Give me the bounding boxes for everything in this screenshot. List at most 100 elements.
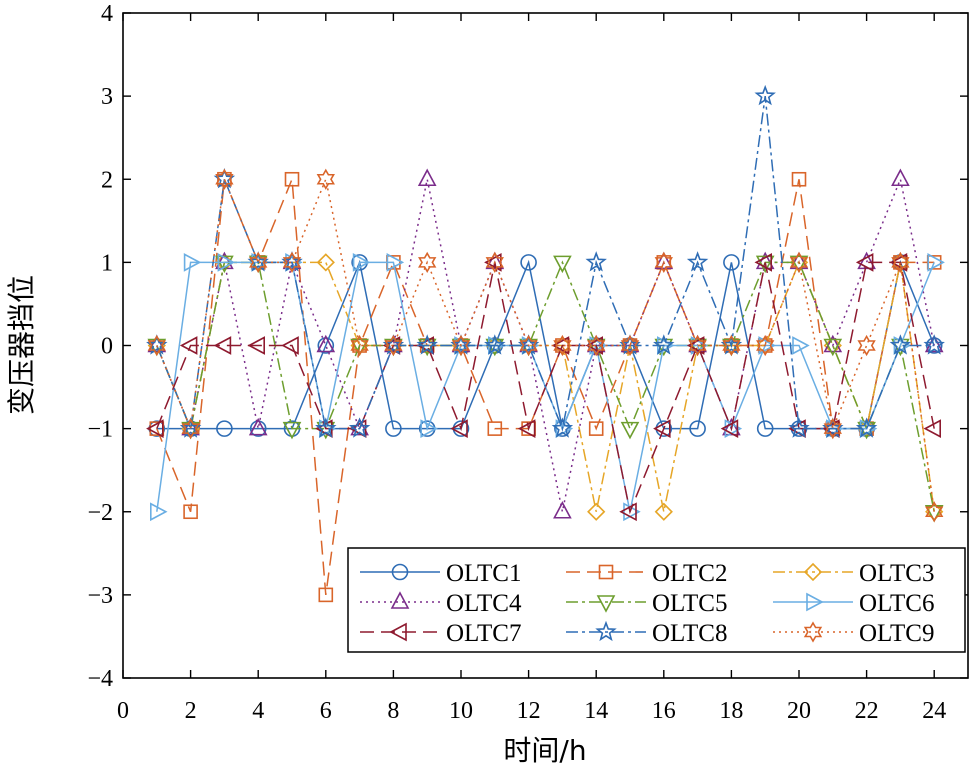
data-point [420, 419, 438, 438]
data-point [586, 334, 606, 353]
data-point [281, 336, 299, 355]
data-point [585, 251, 607, 272]
legend-label: OLTC2 [652, 560, 727, 587]
data-point [756, 334, 775, 357]
data-point [924, 504, 944, 523]
data-point [620, 334, 640, 353]
x-tick-label: 20 [787, 698, 811, 724]
legend-marker [598, 564, 614, 580]
data-point [416, 334, 438, 355]
data-point [179, 336, 198, 355]
data-point [653, 334, 675, 355]
data-point [788, 417, 810, 438]
data-point [284, 171, 300, 187]
y-tick-label: −4 [87, 666, 113, 692]
data-point [520, 254, 537, 271]
y-axis-title: 变压器挡位 [5, 275, 38, 415]
data-point [688, 334, 707, 353]
data-point [215, 251, 234, 270]
data-point [923, 419, 942, 438]
legend-label: OLTC4 [446, 590, 522, 617]
legend-box [347, 547, 966, 653]
x-tick-label: 4 [252, 698, 264, 724]
legend-item-oltc7: OLTC7 [360, 620, 521, 647]
data-point [485, 251, 505, 270]
data-point [587, 502, 606, 521]
data-point [688, 334, 707, 357]
data-point [689, 420, 706, 437]
data-point [386, 253, 405, 272]
data-point [147, 334, 167, 353]
series-line [156, 176, 935, 512]
data-point [350, 417, 369, 436]
data-point [891, 251, 910, 273]
data-point [889, 334, 912, 355]
data-point [316, 168, 335, 190]
legend-label: OLTC6 [859, 590, 934, 617]
data-point [181, 417, 200, 436]
data-point [417, 168, 437, 187]
data-point [720, 419, 739, 438]
legend-item-oltc1: OLTC1 [360, 560, 521, 587]
data-point [247, 336, 266, 355]
y-tick-label: 0 [101, 334, 113, 360]
data-point [586, 338, 606, 357]
data-point [755, 255, 775, 274]
data-point [551, 417, 574, 438]
data-point [181, 418, 200, 440]
data-point [855, 417, 878, 438]
legend-label: OLTC9 [859, 620, 934, 647]
data-point [654, 502, 673, 521]
data-point [316, 253, 335, 272]
data-point [823, 334, 843, 353]
series-line [156, 96, 935, 432]
data-point [216, 420, 233, 437]
data-point [282, 251, 302, 273]
data-point [418, 251, 437, 273]
y-tick-label: 2 [101, 167, 113, 193]
x-tick-label: 12 [517, 698, 541, 724]
data-point [316, 334, 336, 353]
data-point [150, 502, 168, 522]
data-point [620, 421, 640, 440]
data-point [484, 334, 506, 355]
legend-label: OLTC1 [446, 560, 521, 587]
data-point [282, 251, 302, 270]
data-point [487, 421, 503, 436]
legend-label: OLTC3 [859, 560, 934, 587]
data-point [823, 338, 843, 357]
legend-item-oltc5: OLTC5 [566, 590, 727, 617]
data-point [789, 251, 809, 273]
data-point [519, 334, 538, 353]
series-oltc7 [146, 253, 942, 522]
data-point [620, 334, 640, 357]
data-point [352, 253, 371, 272]
x-tick-label: 18 [719, 698, 743, 724]
data-point [384, 334, 403, 357]
data-point [891, 168, 910, 187]
x-tick-label: 2 [185, 698, 197, 724]
series-oltc6 [150, 253, 945, 522]
data-point [587, 334, 606, 357]
data-point [350, 334, 369, 357]
legend-label: OLTC5 [652, 590, 727, 617]
legend-marker [390, 591, 410, 609]
x-tick-label: 8 [387, 698, 399, 724]
data-point [385, 420, 402, 437]
data-point [792, 336, 810, 355]
data-point [791, 171, 807, 187]
data-point [823, 418, 842, 440]
data-point [350, 338, 369, 357]
data-point [213, 336, 232, 355]
data-point [756, 420, 774, 437]
data-point [553, 334, 572, 357]
data-point [183, 504, 198, 520]
series-line [156, 260, 935, 512]
y-tick-label: 1 [101, 250, 113, 276]
y-tick-label: −1 [87, 417, 113, 443]
x-axis-title: 时间/h [503, 734, 586, 767]
y-tick-label: 4 [101, 1, 113, 27]
data-point [927, 253, 945, 272]
legend-item-oltc6: OLTC6 [773, 590, 934, 617]
legend-item-oltc2: OLTC2 [566, 560, 727, 587]
